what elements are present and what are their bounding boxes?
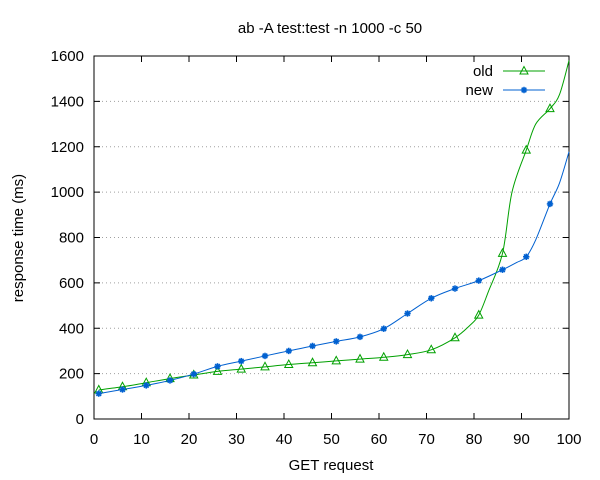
- data-point-old: [473, 309, 484, 319]
- data-point-new: [285, 347, 292, 355]
- data-point-new: [309, 342, 316, 350]
- data-point-old: [236, 363, 247, 373]
- data-point-new: [333, 338, 340, 345]
- y-tick-label: 400: [59, 320, 84, 337]
- data-point-new: [166, 377, 174, 384]
- x-tick-label: 20: [181, 431, 198, 448]
- data-point-new: [238, 357, 245, 365]
- y-tick-label: 1400: [51, 93, 84, 110]
- data-point-new: [475, 277, 482, 284]
- legend-label-old: old: [473, 63, 493, 80]
- x-tick-label: 80: [466, 431, 483, 448]
- data-point-old: [260, 361, 270, 371]
- data-point-new: [546, 200, 554, 208]
- data-point-old: [497, 247, 508, 257]
- data-point-new: [119, 386, 126, 393]
- data-point-new: [356, 333, 364, 341]
- x-tick-label: 50: [323, 431, 340, 448]
- x-tick-label: 70: [418, 431, 435, 448]
- data-point-old: [450, 332, 460, 342]
- chart-title: ab -A test:test -n 1000 -c 50: [238, 20, 422, 37]
- data-point-old: [283, 358, 294, 369]
- data-point-old: [355, 353, 365, 363]
- x-axis-label: GET request: [289, 457, 375, 474]
- data-point-old: [331, 355, 342, 365]
- data-point-new: [451, 285, 459, 292]
- legend: old new: [465, 63, 545, 99]
- x-tick-label: 100: [556, 431, 581, 448]
- data-point-new: [95, 390, 102, 397]
- data-point-new: [190, 370, 197, 378]
- y-tick-label: 1200: [51, 139, 84, 156]
- legend-marker-new: [520, 86, 528, 94]
- data-point-new: [428, 295, 435, 302]
- data-point-old: [402, 349, 413, 359]
- series-line-new: [98, 151, 570, 395]
- data-point-old: [521, 144, 532, 154]
- data-point-old: [378, 351, 389, 361]
- y-tick-label: 0: [76, 411, 84, 428]
- data-point-new: [404, 310, 411, 317]
- data-point-new: [143, 382, 150, 389]
- x-tick-label: 0: [90, 431, 98, 448]
- data-point-new: [499, 266, 506, 273]
- y-tick-label: 1000: [51, 184, 84, 201]
- data-point-old: [426, 344, 437, 354]
- legend-label-new: new: [465, 82, 493, 99]
- plot-frame: [93, 55, 570, 420]
- tick-labels: 0 200 400 600 800 1000 1200 1400 1600 0 10 20 30 40 50…: [51, 48, 582, 448]
- y-tick-label: 800: [59, 230, 84, 247]
- data-point-new: [523, 253, 530, 260]
- data-point-new: [380, 325, 387, 332]
- y-tick-label: 1600: [51, 48, 84, 65]
- data-point-old: [212, 365, 223, 375]
- series-line-old: [98, 60, 570, 391]
- y-axis-label: response time (ms): [10, 174, 27, 302]
- data-point-new: [214, 363, 221, 370]
- x-tick-label: 10: [133, 431, 150, 448]
- series-group: [93, 60, 570, 397]
- x-tick-label: 90: [513, 431, 530, 448]
- grid: [94, 100, 569, 375]
- data-point-old: [545, 103, 555, 113]
- y-tick-label: 200: [59, 366, 84, 383]
- data-point-old: [307, 357, 318, 367]
- legend-marker-old: [519, 65, 529, 75]
- y-tick-label: 600: [59, 275, 84, 292]
- x-tick-label: 30: [228, 431, 245, 448]
- axis-ticks: [93, 55, 570, 420]
- x-tick-label: 40: [276, 431, 293, 448]
- data-point-new: [261, 352, 269, 360]
- x-tick-label: 60: [371, 431, 388, 448]
